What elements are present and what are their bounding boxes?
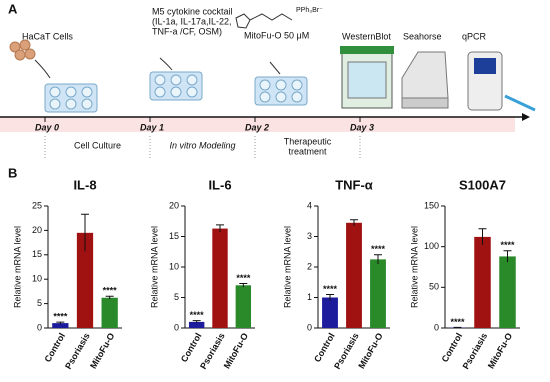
western-blot-icon <box>340 46 394 109</box>
y-tick-label: 5 <box>174 292 179 302</box>
error-bar <box>56 321 65 325</box>
x-tick-label: MitoFu-O <box>486 331 514 370</box>
x-tick-label: Control <box>440 331 465 364</box>
significance: **** <box>190 310 205 320</box>
phase-label: Cell Culture <box>74 140 121 150</box>
y-tick-label: 2 <box>307 261 312 271</box>
bar <box>346 222 362 328</box>
error-bar <box>216 224 224 233</box>
phase-label: Therapeutic <box>284 136 332 146</box>
step-label: (IL-1a, IL-17a,IL-22, <box>152 16 232 26</box>
y-axis-label: Relative mRNA level <box>12 226 22 308</box>
seahorse-icon <box>401 51 449 109</box>
error-bar <box>478 228 487 246</box>
significance: **** <box>500 240 515 250</box>
y-tick-label: 150 <box>424 200 439 210</box>
step-label: qPCR <box>462 31 487 41</box>
y-axis-label: Relative mRNA level <box>409 226 419 308</box>
x-tick-label: Psoriasis <box>461 331 490 371</box>
day-label: Day 1 <box>140 122 164 132</box>
chart-title: IL-8 <box>73 177 96 192</box>
bar <box>235 285 252 328</box>
error-bar <box>81 213 89 252</box>
y-tick-label: 15 <box>169 231 179 241</box>
error-bar <box>105 295 114 300</box>
significance: **** <box>371 244 386 254</box>
x-tick-label: MitoFu-O <box>356 331 384 370</box>
x-tick-label: Control <box>312 331 337 364</box>
timeline-arrow <box>522 113 530 121</box>
significance: **** <box>323 284 338 294</box>
bar <box>474 236 491 328</box>
day-label: Day 2 <box>245 122 269 132</box>
panel-label: A <box>8 1 18 16</box>
y-tick-label: 20 <box>32 225 42 235</box>
x-tick-label: Control <box>42 331 67 364</box>
chart-title: TNF-α <box>335 177 373 192</box>
bar <box>212 228 228 328</box>
step-label: TNF-a /CF, OSM) <box>152 26 222 36</box>
cells-icon <box>9 39 36 61</box>
phase-label: In vitro Modeling <box>169 140 235 150</box>
y-tick-label: 3 <box>307 231 312 241</box>
significance: **** <box>450 317 465 327</box>
phase-label: treatment <box>288 146 327 156</box>
chem-label: PPh₃Br⁻ <box>296 7 323 14</box>
error-bar <box>239 282 248 288</box>
y-tick-label: 0 <box>434 322 439 332</box>
y-tick-label: 0 <box>174 322 179 332</box>
x-tick-label: Control <box>179 331 204 364</box>
chem-structure <box>235 13 293 29</box>
y-tick-label: 4 <box>307 200 312 210</box>
y-tick-label: 10 <box>169 261 179 271</box>
x-tick-label: MitoFu-O <box>88 331 116 370</box>
bar <box>76 232 94 328</box>
error-bar <box>503 250 512 263</box>
step-label: HaCaT Cells <box>22 31 73 41</box>
error-bar <box>326 293 334 301</box>
arrows <box>34 57 281 79</box>
y-tick-label: 25 <box>32 200 42 210</box>
bar <box>370 259 386 328</box>
chart-title: S100A7 <box>459 177 506 192</box>
y-tick-label: 100 <box>424 241 439 251</box>
y-tick-label: 1 <box>307 292 312 302</box>
error-bar <box>350 219 358 226</box>
bar <box>499 256 516 328</box>
chart-title: IL-6 <box>208 177 231 192</box>
bar <box>52 323 69 328</box>
y-tick-label: 20 <box>169 200 179 210</box>
error-bar <box>192 320 201 324</box>
bar <box>188 321 205 328</box>
y-axis-label: Relative mRNA level <box>282 226 292 308</box>
bar <box>322 297 338 328</box>
y-tick-label: 50 <box>429 282 439 292</box>
bar <box>101 297 118 328</box>
step-label: WesternBlot <box>342 31 391 41</box>
significance: **** <box>103 286 118 296</box>
qpcr-icon <box>467 51 536 112</box>
y-tick-label: 10 <box>32 274 42 284</box>
step-label: Seahorse <box>403 31 442 41</box>
y-axis-label: Relative mRNA level <box>149 226 159 308</box>
step-label: MitoFu-O 50 μM <box>244 30 309 40</box>
wells <box>49 74 303 110</box>
y-tick-label: 5 <box>37 298 42 308</box>
y-tick-label: 0 <box>37 322 42 332</box>
timeline-band <box>0 117 515 132</box>
y-tick-label: 15 <box>32 249 42 259</box>
significance: **** <box>53 312 68 322</box>
day-label: Day 0 <box>35 122 59 132</box>
step-label: M5 cytokine cocktail <box>152 6 233 16</box>
error-bar <box>374 254 382 264</box>
panel-label: B <box>8 165 17 180</box>
y-tick-label: 0 <box>307 322 312 332</box>
day-label: Day 3 <box>350 122 374 132</box>
significance: **** <box>236 273 251 283</box>
